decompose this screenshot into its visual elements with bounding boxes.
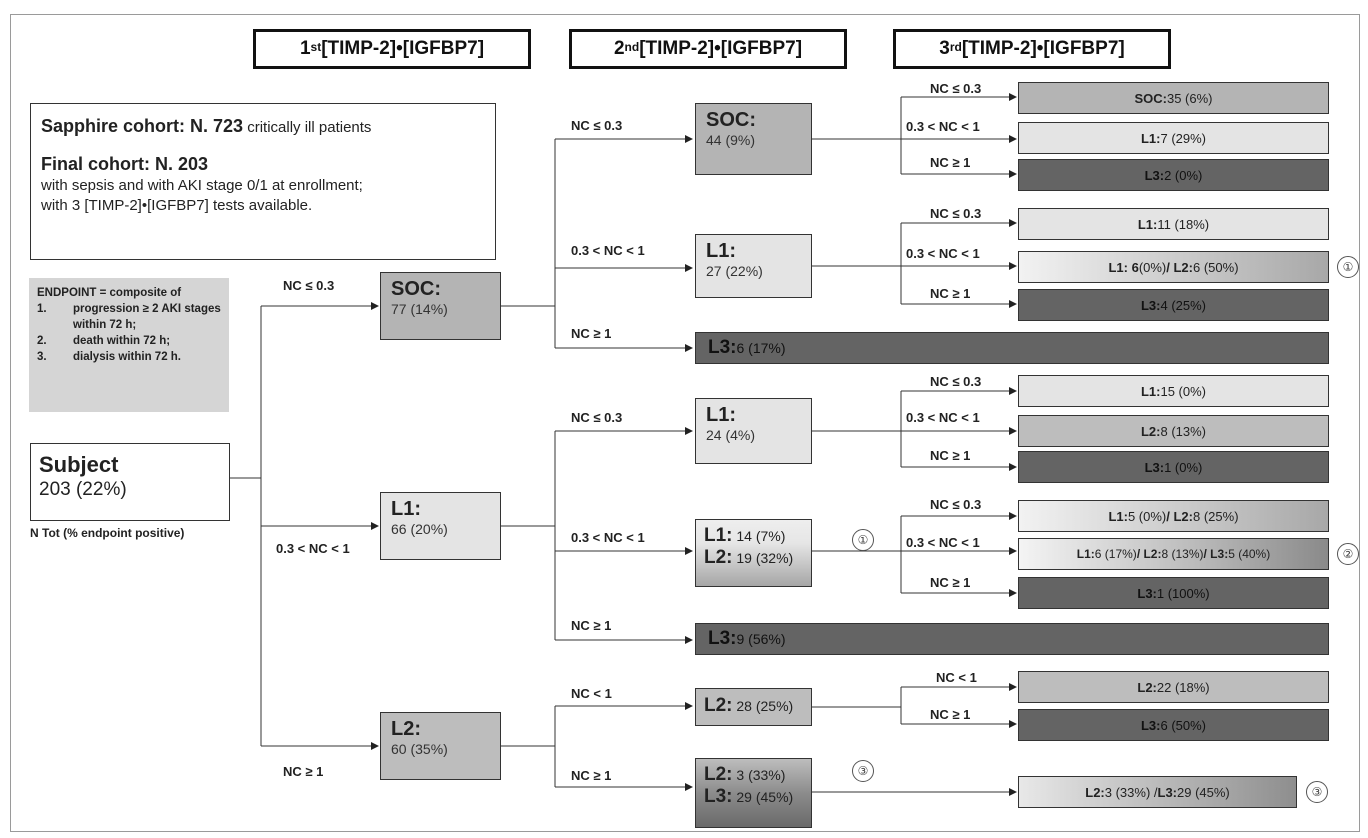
node-l2-soc: SOC: 44 (9%): [695, 103, 812, 175]
cond-l2-6: NC ≥ 1: [571, 618, 612, 633]
cond-l2-5: 0.3 < NC < 1: [571, 530, 645, 545]
cond-l3-11: 0.3 < NC < 1: [906, 535, 980, 550]
leaf-l1-7: L1: 7 (29%): [1018, 122, 1329, 154]
cond-l3-10: NC ≤ 0.3: [930, 497, 982, 512]
cond-l2-8: NC ≥ 1: [571, 768, 612, 783]
leaf-soc-35: SOC: 35 (6%): [1018, 82, 1329, 114]
cond-l2-3: NC ≥ 1: [571, 326, 612, 341]
marker-three-level3: ③: [1306, 781, 1328, 803]
node-l2-l3-a: L3: 6 (17%): [695, 332, 1329, 364]
node-l2-l3-b: L3: 9 (56%): [695, 623, 1329, 655]
leaf-l2-22: L2: 22 (18%): [1018, 671, 1329, 703]
leaf-l1-l2-mix-b: L1: 5 (0%) / L2: 8 (25%): [1018, 500, 1329, 532]
cond-l1-l2: NC ≥ 1: [283, 764, 324, 779]
cohort-info-box: Sapphire cohort: N. 723 critically ill p…: [30, 103, 496, 260]
marker-three-level2: ③: [852, 760, 874, 782]
leaf-l3-6: L3: 6 (50%): [1018, 709, 1329, 741]
marker-one-level2: ①: [852, 529, 874, 551]
cond-l3-12: NC ≥ 1: [930, 575, 971, 590]
cond-l3-9: NC ≥ 1: [930, 448, 971, 463]
cond-l3-2: 0.3 < NC < 1: [906, 119, 980, 134]
cond-l2-2: 0.3 < NC < 1: [571, 243, 645, 258]
leaf-l3-1: L3: 1 (0%): [1018, 451, 1329, 483]
cond-l2-7: NC < 1: [571, 686, 612, 701]
cond-l3-8: 0.3 < NC < 1: [906, 410, 980, 425]
cond-l3-1: NC ≤ 0.3: [930, 81, 982, 96]
node-l2-l2-a: L2: 28 (25%): [695, 688, 812, 726]
cond-l3-7: NC ≤ 0.3: [930, 374, 982, 389]
endpoint-definition-box: ENDPOINT = composite of 1. progression ≥ …: [29, 278, 229, 412]
node-l2-l1-l2-mix: L1: 14 (7%) L2: 19 (32%): [695, 519, 812, 587]
subject-legend-note: N Tot (% endpoint positive): [30, 526, 185, 540]
marker-two-level3: ②: [1337, 543, 1359, 565]
cond-l3-6: NC ≥ 1: [930, 286, 971, 301]
diagram-frame: [10, 14, 1360, 832]
cond-l3-3: NC ≥ 1: [930, 155, 971, 170]
leaf-l2-l3-mix: L2: 3 (33%) / L3: 29 (45%): [1018, 776, 1297, 808]
cond-l1-soc: NC ≤ 0.3: [283, 278, 335, 293]
node-l2-l1-a: L1: 27 (22%): [695, 234, 812, 298]
leaf-l1-11: L1: 11 (18%): [1018, 208, 1329, 240]
cond-l2-1: NC ≤ 0.3: [571, 118, 623, 133]
node-l2-l2-l3-mix: L2: 3 (33%) L3: 29 (45%): [695, 758, 812, 828]
node-l1-l2: L2: 60 (35%): [380, 712, 501, 780]
node-l1-l1: L1: 66 (20%): [380, 492, 501, 560]
leaf-l1-l2-mix-a: L1: 6 (0%) / L2: 6 (50%): [1018, 251, 1329, 283]
cond-l3-13: NC < 1: [936, 670, 977, 685]
cond-l1-l1: 0.3 < NC < 1: [276, 541, 350, 556]
leaf-l3-4: L3: 4 (25%): [1018, 289, 1329, 321]
leaf-l1-15: L1: 15 (0%): [1018, 375, 1329, 407]
marker-one-level3: ①: [1337, 256, 1359, 278]
leaf-l2-8: L2: 8 (13%): [1018, 415, 1329, 447]
leaf-l3-2: L3: 2 (0%): [1018, 159, 1329, 191]
node-l2-l1-b: L1: 24 (4%): [695, 398, 812, 464]
cond-l3-14: NC ≥ 1: [930, 707, 971, 722]
cond-l3-5: 0.3 < NC < 1: [906, 246, 980, 261]
node-l1-soc: SOC: 77 (14%): [380, 272, 501, 340]
leaf-l3-1-100: L3: 1 (100%): [1018, 577, 1329, 609]
cond-l3-4: NC ≤ 0.3: [930, 206, 982, 221]
leaf-l1-l2-l3-mix: L1: 6 (17%) / L2: 8 (13%) / L3: 5 (40%): [1018, 538, 1329, 570]
subject-root-node: Subject 203 (22%): [30, 443, 230, 521]
cond-l2-4: NC ≤ 0.3: [571, 410, 623, 425]
